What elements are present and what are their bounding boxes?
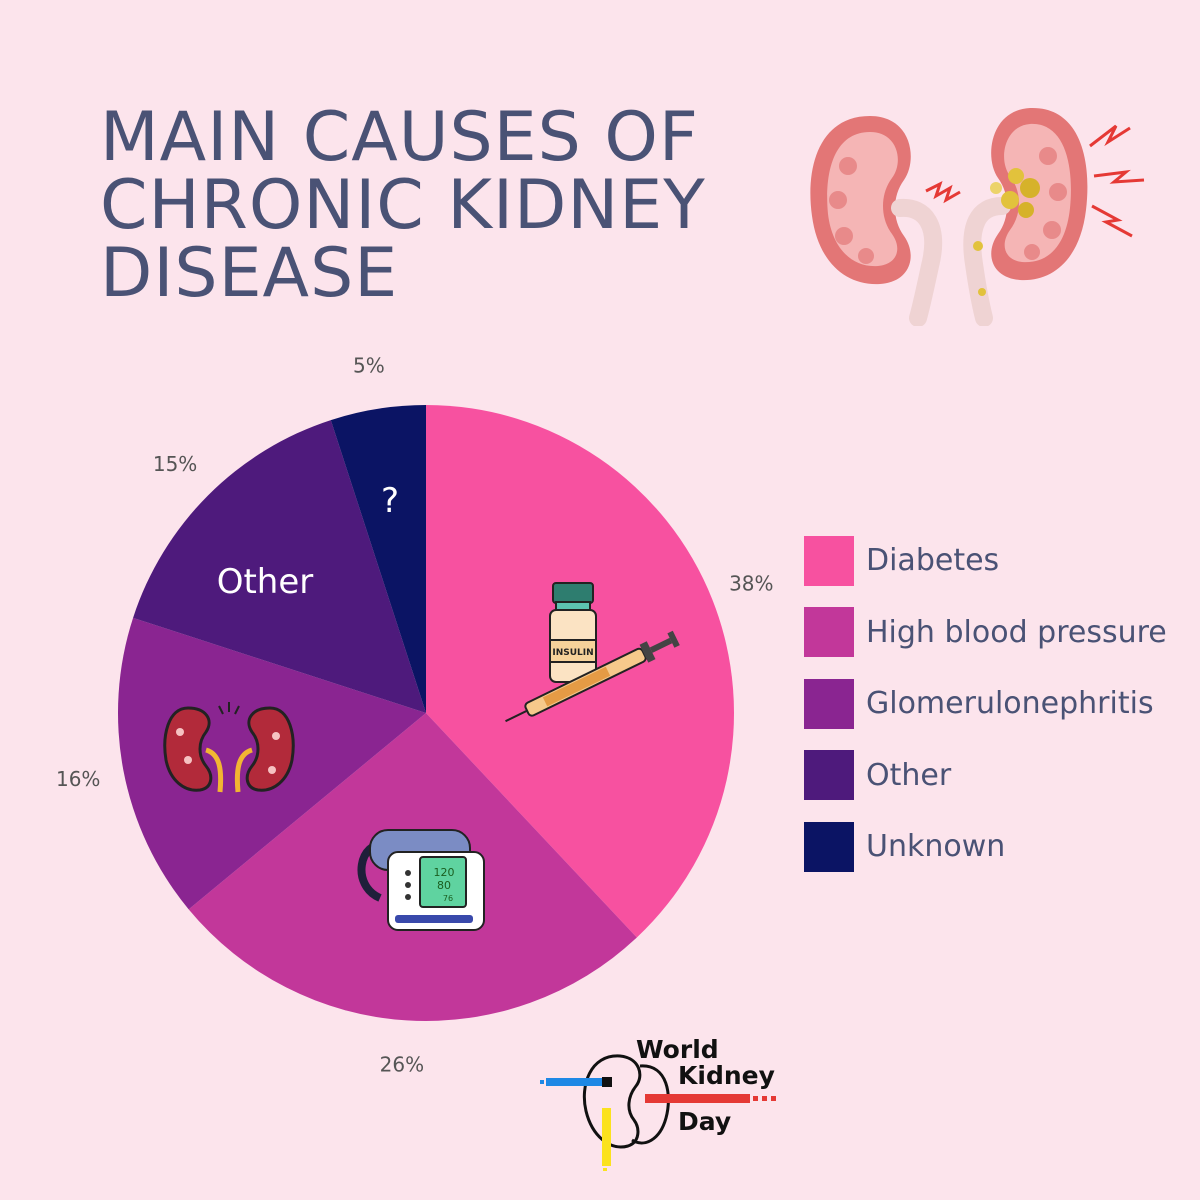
legend-swatch-diabetes	[804, 535, 854, 586]
legend-swatch-unknown	[804, 821, 854, 872]
slice-label-unknown: ?	[381, 481, 399, 521]
pie-slice-other	[133, 420, 427, 713]
legend-item-high-blood-pressure: High blood pressure	[804, 607, 1167, 658]
legend-item-glomerulonephritis: Glomerulonephritis	[804, 678, 1167, 729]
blood-pressure-monitor-icon: 120 80 76	[357, 829, 485, 931]
logo-text-kidney: Kidney	[678, 1061, 775, 1090]
legend-label-high-blood-pressure: High blood pressure	[866, 614, 1167, 650]
legend-swatch-other	[804, 750, 854, 800]
kidneys-icon	[810, 107, 1145, 326]
slice-label-other: Other	[217, 562, 314, 602]
title-line-3: DISEASE	[100, 234, 399, 313]
legend-label-glomerulonephritis: Glomerulonephritis	[866, 686, 1154, 721]
legend-item-diabetes: Diabetes	[804, 535, 1167, 586]
legend-label-diabetes: Diabetes	[866, 543, 1000, 578]
legend-item-unknown: Unknown	[804, 821, 1167, 872]
legend-item-other: Other	[804, 750, 1167, 801]
percentage-labels: 38% 26% 16% 15% 5%	[56, 353, 774, 1076]
bp-reading-systolic: 120	[434, 866, 455, 879]
bp-reading-pulse: 76	[443, 894, 453, 903]
pct-label-glomerulonephritis: 16%	[56, 767, 100, 791]
insulin-syringe-icon: INSULIN	[505, 582, 680, 723]
pct-label-diabetes: 38%	[729, 571, 773, 595]
chart-legend: Diabetes High blood pressure Glomerulone…	[804, 535, 1167, 893]
title-line-2: CHRONIC KIDNEY	[100, 166, 706, 245]
page-title: MAIN CAUSES OF CHRONIC KIDNEY DISEASE	[100, 104, 706, 308]
pct-label-other: 15%	[153, 452, 197, 476]
legend-label-unknown: Unknown	[866, 829, 1006, 864]
pct-label-unknown: 5%	[353, 353, 385, 377]
logo-text-day: Day	[678, 1107, 731, 1136]
logo-text-world: World	[636, 1036, 719, 1064]
title-line-1: MAIN CAUSES OF	[100, 98, 700, 177]
bp-reading-diastolic: 80	[437, 879, 451, 892]
world-kidney-day-logo: World Kidney Day	[540, 1036, 776, 1171]
pie-chart: 38% 26% 16% 15% 5% Other ? INSULIN 120 80 76	[56, 353, 774, 1076]
diseased-kidneys-icon	[163, 702, 295, 793]
pie-slice-unknown	[330, 405, 426, 713]
legend-label-other: Other	[866, 757, 952, 793]
legend-swatch-glomerulonephritis	[804, 678, 854, 729]
legend-swatch-high-blood-pressure	[804, 607, 854, 657]
insulin-label: INSULIN	[552, 648, 593, 658]
pct-label-high-blood-pressure: 26%	[380, 1052, 424, 1076]
pie-slices	[118, 405, 734, 1021]
